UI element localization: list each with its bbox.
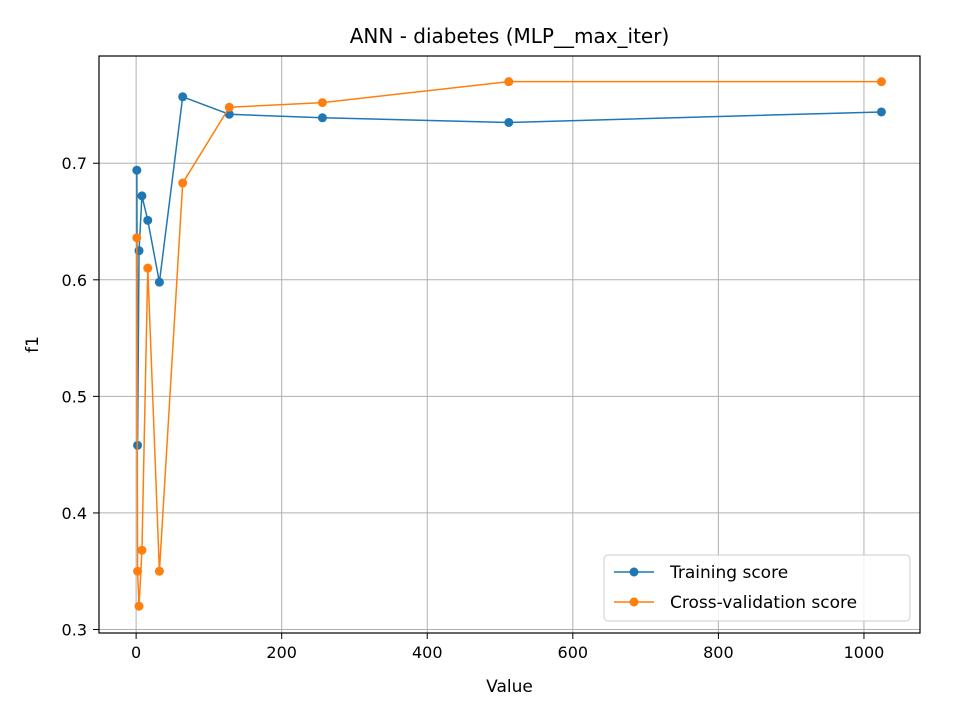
legend-item: Cross-validation score: [614, 593, 857, 613]
axis-ticks: 0 200 400 600 800 1000 0.3 0.4 0.5 0.6 0.7: [62, 154, 885, 662]
grid: [99, 56, 920, 633]
data-point: [317, 113, 327, 123]
legend-label: Cross-validation score: [670, 593, 857, 613]
y-tick-label: 0.3: [62, 621, 87, 640]
data-point: [876, 107, 886, 117]
data-point: [132, 233, 142, 243]
legend-marker: [629, 597, 639, 607]
data-point: [178, 178, 188, 188]
data-point: [143, 215, 153, 225]
data-point: [133, 566, 143, 576]
x-tick-label: 400: [412, 643, 443, 662]
legend-item: Training score: [614, 563, 788, 583]
y-tick-label: 0.6: [62, 271, 87, 290]
x-tick-label: 600: [558, 643, 589, 662]
data-point: [876, 77, 886, 87]
data-point: [504, 117, 514, 127]
data-point: [137, 191, 147, 201]
y-tick-label: 0.7: [62, 154, 87, 173]
legend: Training score Cross-validation score: [603, 554, 911, 622]
chart-title: ANN - diabetes (MLP__max_iter): [350, 24, 670, 48]
data-point: [143, 263, 153, 273]
data-point: [137, 545, 147, 555]
data-point: [134, 246, 144, 256]
x-tick-label: 1000: [844, 643, 885, 662]
legend-box: [603, 554, 911, 622]
x-axis-title: Value: [486, 677, 533, 697]
data-point: [154, 566, 164, 576]
y-axis-title: f1: [23, 336, 43, 353]
y-tick-label: 0.4: [62, 504, 87, 523]
data-point: [317, 98, 327, 108]
series-1: [132, 77, 886, 611]
series-layer: [132, 77, 886, 611]
x-tick-label: 200: [266, 643, 297, 662]
legend-marker: [629, 567, 639, 577]
data-point: [504, 77, 514, 87]
x-tick-label: 0: [131, 643, 141, 662]
data-point: [134, 601, 144, 611]
data-point: [154, 277, 164, 287]
data-point: [178, 92, 188, 102]
series-0: [132, 92, 886, 450]
plot-frame: [98, 55, 921, 634]
y-tick-label: 0.5: [62, 387, 87, 406]
x-tick-label: 800: [703, 643, 734, 662]
legend-label: Training score: [669, 563, 788, 583]
data-point: [224, 102, 234, 112]
data-point: [132, 165, 142, 175]
